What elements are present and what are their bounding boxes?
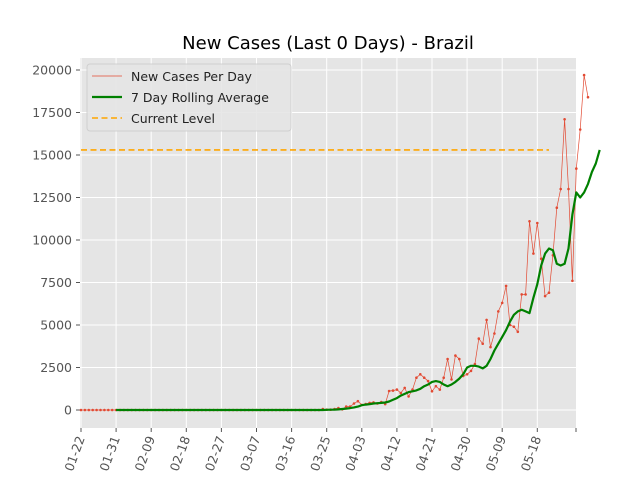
new-cases-point [387, 389, 391, 393]
legend-box [86, 63, 292, 132]
new-cases-point [524, 293, 527, 296]
x-tick-label: 02-09 [131, 434, 158, 473]
new-cases-point [442, 376, 446, 380]
new-cases-point [481, 342, 485, 346]
new-cases-point [543, 294, 547, 298]
x-tick-label: 04-12 [377, 434, 404, 473]
new-cases-point [83, 408, 87, 412]
y-tick-label: 2500 [40, 360, 72, 375]
new-cases-point [528, 220, 531, 223]
new-cases-point [395, 388, 399, 391]
new-cases-point [110, 408, 114, 412]
new-cases-point [99, 408, 102, 412]
new-cases-point [438, 388, 442, 391]
new-cases-point [504, 284, 508, 288]
x-tick-label: 03-07 [237, 434, 264, 473]
new-cases-point [485, 318, 488, 322]
new-cases-point [407, 395, 410, 398]
new-cases-point [465, 373, 469, 376]
new-cases-point [352, 402, 356, 405]
new-cases-point [469, 369, 473, 373]
new-cases-point [434, 384, 438, 388]
new-cases-point [536, 221, 539, 225]
new-cases-point [430, 390, 434, 393]
y-tick-label: 20000 [32, 63, 72, 78]
new-cases-point [415, 376, 418, 380]
new-cases-point [489, 345, 492, 349]
new-cases-point [516, 330, 520, 334]
new-cases-point [578, 128, 582, 131]
new-cases-point [575, 167, 578, 170]
new-cases-point [500, 301, 504, 305]
new-cases-point [391, 389, 395, 392]
new-cases-point [103, 408, 106, 412]
new-cases-point [555, 206, 559, 209]
new-cases-point [79, 408, 83, 412]
new-cases-point [419, 373, 422, 376]
new-cases-point [454, 354, 457, 357]
x-tick-label: 03-25 [307, 434, 334, 473]
series-layer [79, 73, 601, 412]
new-cases-point [91, 408, 94, 412]
rolling-average-line [116, 149, 601, 412]
x-tick-label: 04-03 [342, 434, 369, 473]
legend-label-current: Current Level [131, 111, 215, 126]
x-tick-label: 04-21 [412, 434, 439, 473]
new-cases-point [539, 257, 543, 261]
new-cases-point [497, 310, 500, 313]
y-tick-label: 5000 [40, 318, 72, 333]
new-cases-point [87, 408, 91, 412]
new-cases-point [571, 279, 574, 283]
new-cases-point [532, 252, 535, 255]
x-tick-label: 05-09 [482, 434, 509, 473]
new-cases-point [559, 187, 562, 191]
y-tick-label: 10000 [32, 233, 72, 248]
new-cases-point [512, 325, 516, 329]
y-tick-label: 12500 [32, 190, 72, 205]
new-cases-point [458, 357, 461, 361]
y-tick-label: 0 [64, 403, 72, 418]
x-tick-label: 01-31 [96, 434, 123, 473]
y-tick-label: 15000 [32, 148, 72, 163]
new-cases-point [563, 118, 566, 121]
new-cases-point [547, 291, 551, 295]
x-tick-label: 05-18 [518, 434, 545, 473]
x-tick-label: 03-16 [272, 434, 299, 473]
new-cases-point [95, 408, 98, 412]
chart-title: New Cases (Last 0 Days) - Brazil [182, 33, 474, 54]
legend-label-rolling: 7 Day Rolling Average [131, 90, 269, 105]
new-cases-point [426, 379, 430, 383]
legend: New Cases Per Day 7 Day Rolling Average … [86, 63, 292, 132]
new-cases-point [493, 332, 496, 335]
new-cases-point [399, 391, 403, 395]
x-tick-label: 04-30 [447, 434, 474, 473]
new-cases-point [586, 95, 590, 99]
new-cases-point [356, 399, 360, 403]
new-cases-point [567, 187, 570, 191]
new-cases-point [107, 408, 110, 412]
new-cases-point [344, 405, 348, 408]
new-cases-point [450, 378, 453, 381]
x-tick-label: 02-18 [167, 434, 194, 473]
y-tick-label: 7500 [40, 275, 72, 290]
new-cases-point [477, 337, 481, 340]
y-tick-label: 17500 [32, 105, 72, 120]
new-cases-point [403, 386, 407, 390]
x-tick-label: 01-22 [61, 434, 88, 473]
legend-label-cases: New Cases Per Day [131, 69, 252, 84]
new-cases-point [582, 73, 586, 77]
new-cases-point [520, 293, 523, 296]
new-cases-point [422, 376, 426, 380]
x-tick-label: 02-27 [202, 434, 229, 473]
new-cases-point [446, 357, 449, 361]
